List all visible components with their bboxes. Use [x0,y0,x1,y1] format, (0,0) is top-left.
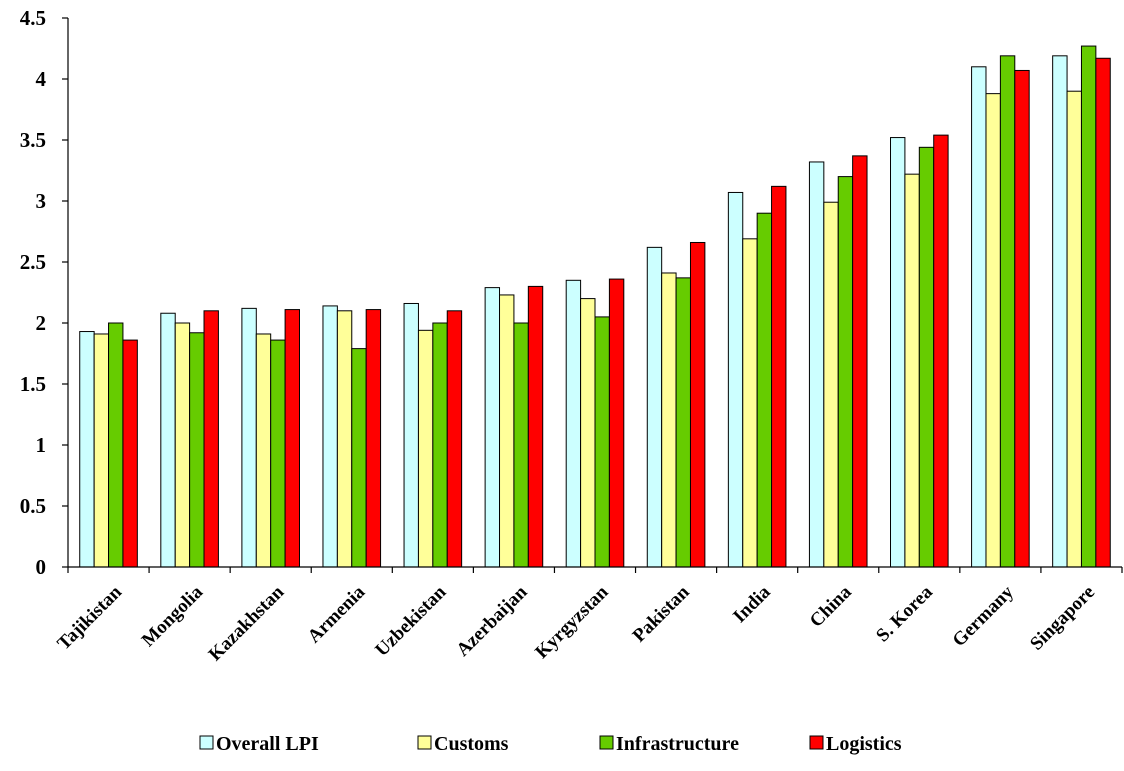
bar-logistics [527,285,544,568]
y-tick-label: 0.5 [20,494,46,518]
y-tick-label: 4.5 [20,6,46,30]
y-tick-label: 1.5 [20,372,46,396]
bar-infrastructure [837,176,854,568]
bar-infrastructure [918,146,935,568]
y-tick-label: 3 [36,189,47,213]
bar-logistics [852,155,868,568]
bar-overall-lpi [1052,55,1068,568]
bar-customs [985,93,1001,568]
y-tick-label: 3.5 [20,128,46,152]
bar-logistics [122,339,138,568]
bar-customs [417,329,434,568]
bar-overall-lpi [160,312,176,568]
x-tick-label: China [806,581,856,631]
y-axis: 0 0.5 1 1.5 2 2.5 3 3.5 4 4.5 [20,6,69,579]
bar-customs [174,322,191,568]
bar-customs [93,333,110,568]
bar-logistics [1014,69,1030,568]
bar-infrastructure [432,322,448,568]
bar-overall-lpi [971,66,987,568]
legend-swatch [809,735,824,750]
bar-customs [255,333,272,568]
bar-overall-lpi [403,302,419,568]
bar-overall-lpi [890,137,906,568]
bar-overall-lpi [484,287,501,568]
bar-customs [661,272,677,568]
bar-customs [580,298,596,568]
bar-overall-lpi [322,305,338,568]
bar-infrastructure [513,322,529,568]
bar-overall-lpi [727,191,744,568]
x-tick-label: India [729,581,775,627]
bar-overall-lpi [646,246,663,568]
x-tick-label: Uzbekistan [371,581,450,660]
bar-overall-lpi [79,331,95,568]
bar-customs [742,238,758,568]
bar-logistics [771,185,787,568]
bar-overall-lpi [565,279,582,568]
bar-infrastructure [594,316,610,568]
bars [79,45,1111,568]
x-tick-label: Tajikistan [53,581,126,654]
legend-label: Customs [434,733,509,755]
bar-customs [336,310,353,568]
bar-infrastructure [108,322,124,568]
legend: Overall LPI Customs Infrastructure Logistic… [199,733,902,755]
x-tick-label: Kazakhstan [205,581,289,665]
legend-swatch [199,735,214,750]
x-tick-label: Mongolia [138,581,208,651]
legend-label: Logistics [826,733,902,755]
bar-infrastructure [675,277,691,568]
bar-overall-lpi [241,307,257,568]
bar-infrastructure [270,339,286,568]
legend-swatch [599,735,614,750]
bar-logistics [365,309,382,568]
bar-logistics [203,310,219,568]
y-tick-label: 2.5 [20,250,46,274]
bar-logistics [284,309,300,568]
bar-logistics [446,310,463,568]
y-tick-label: 0 [36,555,47,579]
x-tick-label: Kyrgyzstan [531,581,613,663]
bar-logistics [933,134,949,568]
x-tick-label: S. Korea [872,581,937,646]
x-tick-label: Germany [949,581,1019,651]
y-tick-label: 4 [36,67,47,91]
bar-customs [823,201,839,568]
legend-label: Infrastructure [616,733,739,755]
bar-customs [904,173,920,568]
y-tick-label: 1 [36,433,47,457]
bar-infrastructure [351,348,367,568]
bar-infrastructure [756,212,773,568]
x-tick-label: Pakistan [629,581,694,646]
bar-overall-lpi [808,161,825,568]
bar-customs [1066,90,1082,568]
x-tick-label: Armenia [304,581,370,647]
bar-infrastructure [999,55,1016,568]
bar-customs [499,294,515,568]
bar-logistics [608,278,625,568]
bar-infrastructure [1080,45,1097,568]
legend-swatch [417,735,432,750]
bar-logistics [689,241,706,568]
y-tick-label: 2 [36,311,47,335]
legend-label: Overall LPI [216,733,319,755]
x-tick-label: Azerbaijan [452,581,531,660]
x-tick-label: Singapore [1026,582,1099,655]
bar-infrastructure [189,332,205,568]
bar-logistics [1095,57,1111,568]
